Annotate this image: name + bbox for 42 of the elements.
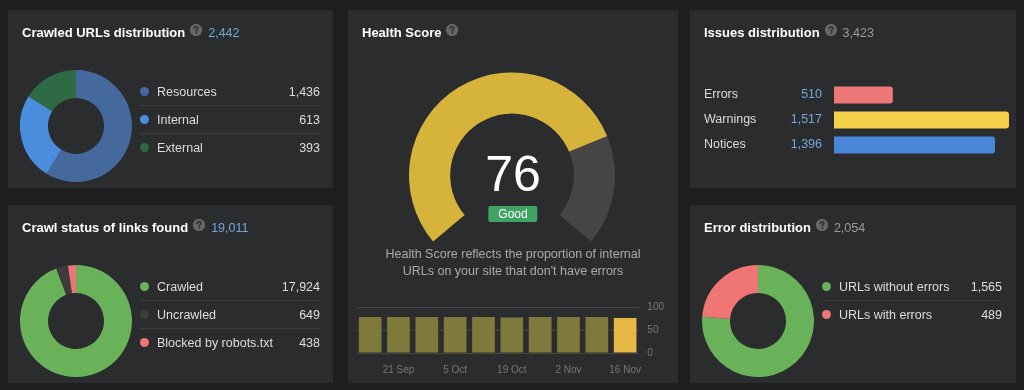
chart-title: Crawled URLs distribution	[22, 25, 186, 40]
y-tick-label: Notices	[704, 137, 746, 152]
legend-label: URLs with errors	[839, 307, 934, 322]
chart-subtitle: 19,011	[211, 221, 249, 235]
y-tick-label: 100	[647, 300, 665, 312]
x-tick-label: 2 Nov	[555, 363, 582, 375]
x-tick-label: 16 Nov	[609, 363, 641, 375]
data-label: 393	[299, 140, 320, 155]
chart-subtitle: 3,423	[842, 26, 874, 40]
chart-title: Issues distribution	[704, 25, 820, 40]
data-label: 438	[299, 335, 320, 350]
data-label: 613	[299, 112, 320, 127]
data-label: 1,396	[790, 137, 823, 152]
data-label: 76	[484, 145, 542, 203]
data-label: 649	[299, 307, 320, 322]
legend-label: Internal	[157, 112, 200, 127]
chart-subtitle: 2,054	[833, 221, 866, 235]
y-tick-label: Errors	[704, 87, 739, 102]
legend-label: Blocked by robots.txt	[157, 335, 275, 350]
data-label: 1,436	[288, 84, 320, 99]
legend-label: URLs without errors	[839, 279, 951, 294]
data-label: 489	[981, 307, 1002, 322]
data-label: 17,924	[281, 279, 320, 294]
y-tick-label: 50	[647, 323, 659, 335]
chart-title: Error distribution	[704, 220, 811, 235]
y-tick-label: 0	[647, 346, 654, 358]
text: Health Score reflects the proportion of internal URLs on your site that don't have errors	[384, 246, 642, 280]
legend-label: Resources	[157, 84, 218, 99]
legend-label: Uncrawled	[157, 307, 218, 322]
text: Good	[488, 206, 538, 222]
chart-title: Health Score	[362, 25, 442, 40]
chart-subtitle: 2,442	[208, 26, 240, 40]
data-label: 510	[801, 87, 823, 102]
x-tick-label: 5 Oct	[443, 363, 468, 375]
y-tick-label: Warnings	[704, 112, 757, 127]
legend-label: External	[157, 140, 204, 155]
data-label: 1,565	[970, 279, 1002, 294]
x-tick-label: 21 Sep	[382, 363, 415, 375]
legend-label: Crawled	[157, 279, 204, 294]
x-tick-label: 19 Oct	[497, 363, 527, 375]
data-label: 1,517	[790, 112, 823, 127]
chart-title: Crawl status of links found	[22, 220, 189, 235]
